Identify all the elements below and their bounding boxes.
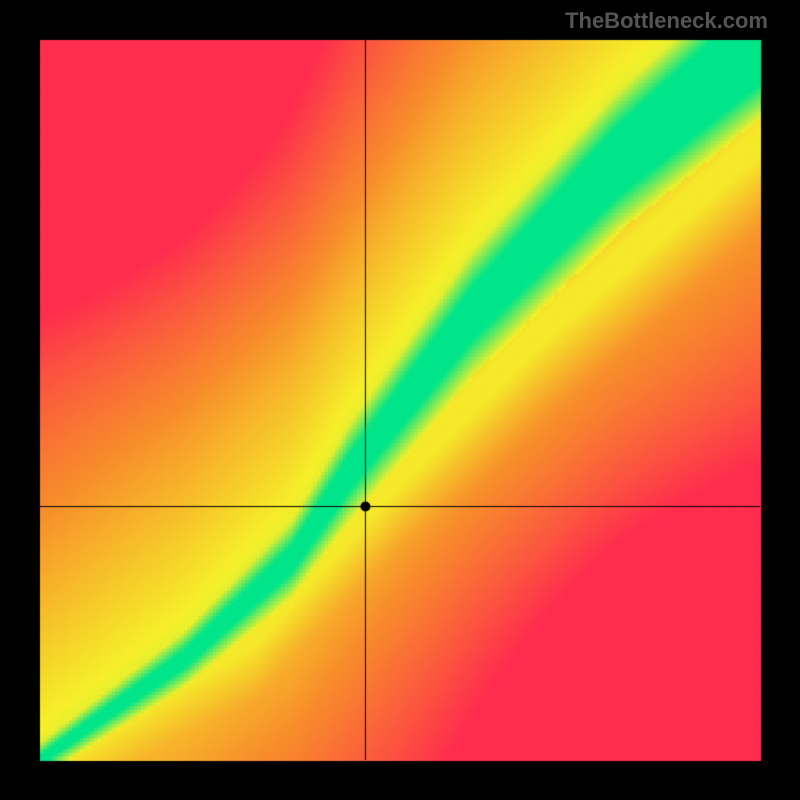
bottleneck-heatmap-container: { "watermark": { "text": "TheBottleneck.… — [0, 0, 800, 800]
watermark-text: TheBottleneck.com — [565, 8, 768, 34]
bottleneck-heatmap-canvas — [0, 0, 800, 800]
